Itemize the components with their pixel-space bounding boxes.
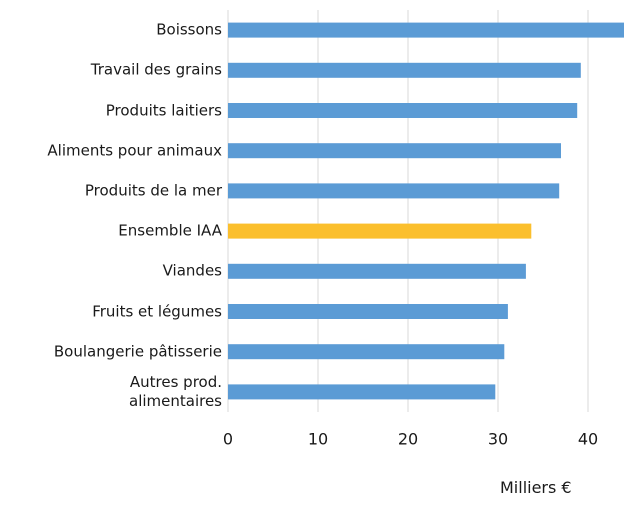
y-tick-label: Boulangerie pâtisserie (53, 342, 222, 361)
y-tick-label: Autres prod. alimentaires (129, 372, 222, 410)
bar (228, 223, 532, 239)
x-tick-label: 0 (223, 430, 233, 449)
bar (228, 103, 578, 118)
bar (228, 344, 505, 360)
y-tick-label: Ensemble IAA (118, 221, 222, 240)
bar (228, 22, 624, 38)
y-tick-label: Produits de la mer (84, 181, 222, 200)
x-axis-label: Milliers € (500, 478, 572, 497)
x-tick-label: 30 (488, 430, 508, 449)
y-tick-label: Boissons (156, 20, 222, 39)
y-tick-label: Viandes (162, 261, 222, 280)
y-tick-label: Travail des grains (90, 60, 222, 79)
y-tick-label: Produits laitiers (105, 101, 222, 119)
bar (228, 143, 561, 159)
x-tick-label: 20 (398, 430, 418, 449)
y-tick-label: Aliments pour animaux (47, 141, 222, 160)
bar (228, 183, 560, 199)
bar (228, 263, 526, 279)
bar (228, 62, 581, 78)
bar (228, 304, 508, 319)
y-tick-label: Fruits et légumes (92, 302, 222, 320)
x-tick-label: 10 (308, 430, 328, 449)
x-tick-label: 40 (578, 430, 598, 449)
bar (228, 384, 496, 400)
